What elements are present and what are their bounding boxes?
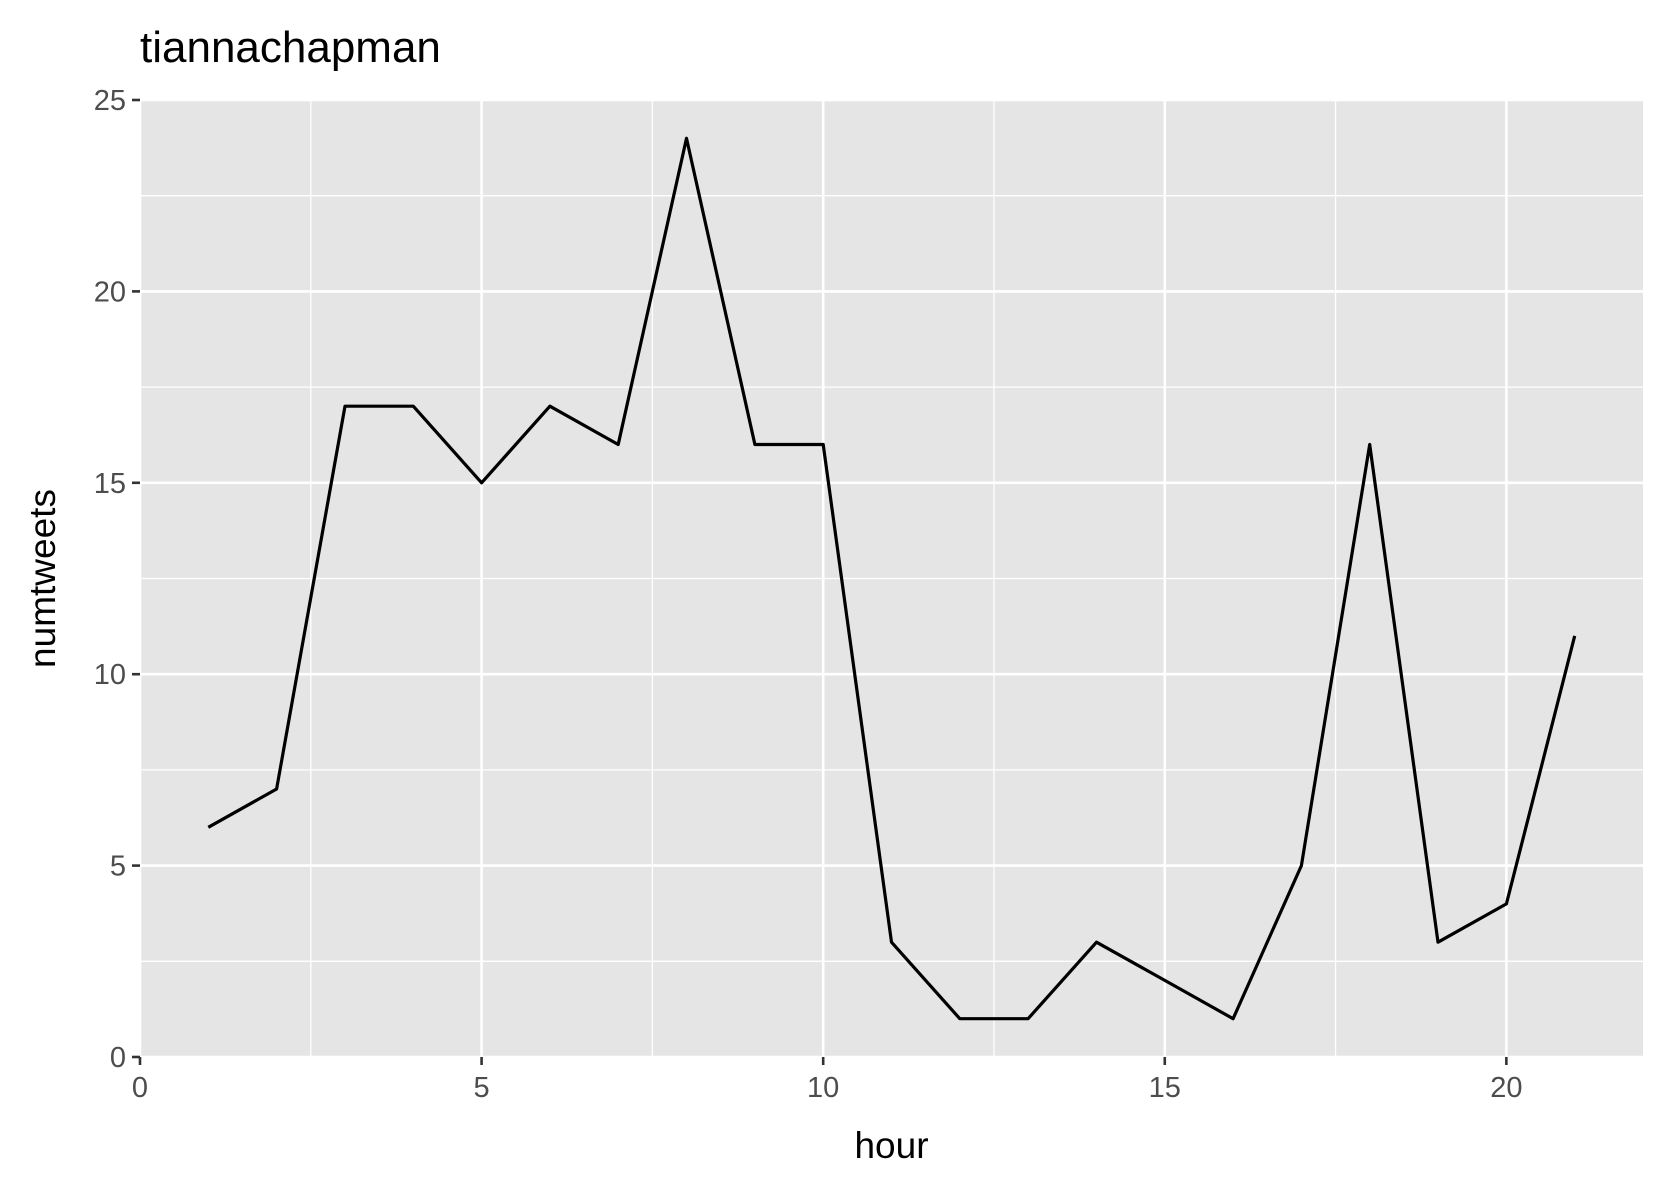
y-axis-ticks: 0 5 10 15 20 25 [94,85,140,1074]
y-axis-title: numtweets [22,489,63,668]
x-tick-label: 10 [807,1072,839,1104]
chart-title: tiannachapman [140,23,441,72]
x-axis-title: hour [854,1125,928,1166]
x-tick-label: 0 [132,1072,148,1104]
x-axis-ticks: 0 5 10 15 20 [132,1057,1522,1104]
x-tick-label: 15 [1149,1072,1181,1104]
series-line [207,136,1577,1021]
minor-gridlines [140,100,1643,1057]
major-gridlines [138,98,1643,1059]
y-tick-label: 25 [94,85,126,117]
y-tick-label: 20 [94,276,126,308]
y-tick-label: 0 [110,1042,126,1074]
x-tick-label: 5 [474,1072,490,1104]
y-tick-label: 5 [110,851,126,883]
y-tick-label: 15 [94,468,126,500]
y-tick-label: 10 [94,659,126,691]
x-tick-label: 20 [1490,1072,1522,1104]
